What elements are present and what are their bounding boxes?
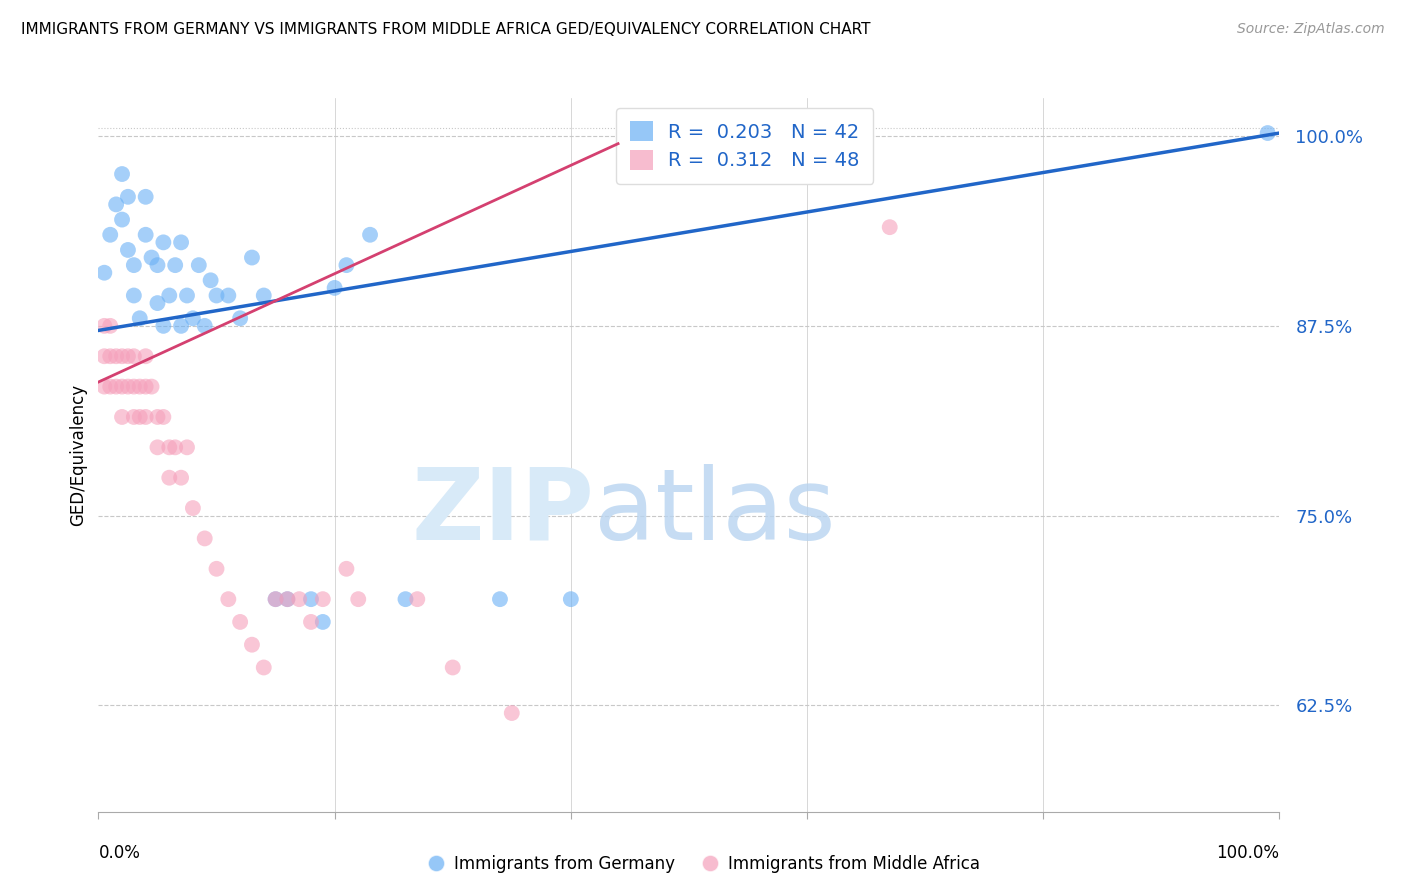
Point — [152, 409, 174, 424]
Point — [105, 197, 128, 211]
Text: 0.0%: 0.0% — [98, 844, 141, 862]
Point — [240, 251, 263, 265]
Point — [128, 311, 150, 326]
Y-axis label: GED/Equivalency: GED/Equivalency — [69, 384, 87, 526]
Point — [347, 592, 370, 607]
Point — [98, 318, 121, 333]
Point — [879, 220, 901, 235]
Point — [170, 318, 193, 333]
Point — [560, 592, 582, 607]
Point — [200, 273, 222, 287]
Point — [98, 227, 121, 242]
Point — [264, 592, 287, 607]
Point — [135, 409, 157, 424]
Point — [157, 471, 180, 485]
Point — [141, 379, 163, 393]
Point — [288, 592, 311, 607]
Point — [122, 409, 145, 424]
Text: 100.0%: 100.0% — [1216, 844, 1279, 862]
Point — [93, 379, 115, 393]
Point — [146, 440, 169, 454]
Point — [111, 212, 134, 227]
Point — [135, 349, 157, 363]
Point — [253, 288, 276, 302]
Point — [276, 592, 298, 607]
Point — [170, 235, 193, 250]
Point — [205, 562, 228, 576]
Point — [335, 562, 357, 576]
Point — [117, 379, 139, 393]
Point — [181, 501, 204, 516]
Point — [205, 288, 228, 302]
Point — [489, 592, 512, 607]
Point — [299, 615, 322, 629]
Point — [335, 258, 357, 272]
Point — [98, 349, 121, 363]
Point — [122, 258, 145, 272]
Point — [165, 258, 187, 272]
Point — [122, 349, 145, 363]
Point — [217, 592, 239, 607]
Point — [1257, 126, 1279, 140]
Point — [264, 592, 287, 607]
Point — [117, 349, 139, 363]
Legend: R =  0.203   N = 42, R =  0.312   N = 48: R = 0.203 N = 42, R = 0.312 N = 48 — [616, 108, 873, 184]
Point — [111, 167, 134, 181]
Point — [217, 288, 239, 302]
Point — [128, 379, 150, 393]
Point — [187, 258, 209, 272]
Point — [229, 615, 252, 629]
Point — [111, 349, 134, 363]
Point — [117, 243, 139, 257]
Point — [157, 440, 180, 454]
Point — [117, 190, 139, 204]
Point — [105, 379, 128, 393]
Point — [165, 440, 187, 454]
Point — [146, 296, 169, 310]
Point — [141, 251, 163, 265]
Point — [146, 409, 169, 424]
Text: ZIP: ZIP — [412, 464, 595, 560]
Point — [176, 440, 198, 454]
Legend: Immigrants from Germany, Immigrants from Middle Africa: Immigrants from Germany, Immigrants from… — [419, 848, 987, 880]
Text: IMMIGRANTS FROM GERMANY VS IMMIGRANTS FROM MIDDLE AFRICA GED/EQUIVALENCY CORRELA: IMMIGRANTS FROM GERMANY VS IMMIGRANTS FR… — [21, 22, 870, 37]
Point — [122, 379, 145, 393]
Point — [93, 318, 115, 333]
Point — [93, 266, 115, 280]
Point — [406, 592, 429, 607]
Point — [394, 592, 416, 607]
Point — [170, 471, 193, 485]
Point — [93, 349, 115, 363]
Point — [181, 311, 204, 326]
Point — [105, 349, 128, 363]
Point — [98, 379, 121, 393]
Point — [312, 592, 335, 607]
Point — [122, 288, 145, 302]
Point — [128, 409, 150, 424]
Point — [194, 318, 217, 333]
Point — [229, 311, 252, 326]
Point — [501, 706, 523, 720]
Point — [135, 190, 157, 204]
Point — [176, 288, 198, 302]
Point — [157, 288, 180, 302]
Point — [312, 615, 335, 629]
Point — [152, 318, 174, 333]
Text: atlas: atlas — [595, 464, 837, 560]
Point — [146, 258, 169, 272]
Point — [276, 592, 298, 607]
Point — [240, 638, 263, 652]
Point — [359, 227, 381, 242]
Text: Source: ZipAtlas.com: Source: ZipAtlas.com — [1237, 22, 1385, 37]
Point — [299, 592, 322, 607]
Point — [135, 379, 157, 393]
Point — [135, 227, 157, 242]
Point — [441, 660, 464, 674]
Point — [323, 281, 346, 295]
Point — [194, 532, 217, 546]
Point — [111, 379, 134, 393]
Point — [152, 235, 174, 250]
Point — [253, 660, 276, 674]
Point — [111, 409, 134, 424]
